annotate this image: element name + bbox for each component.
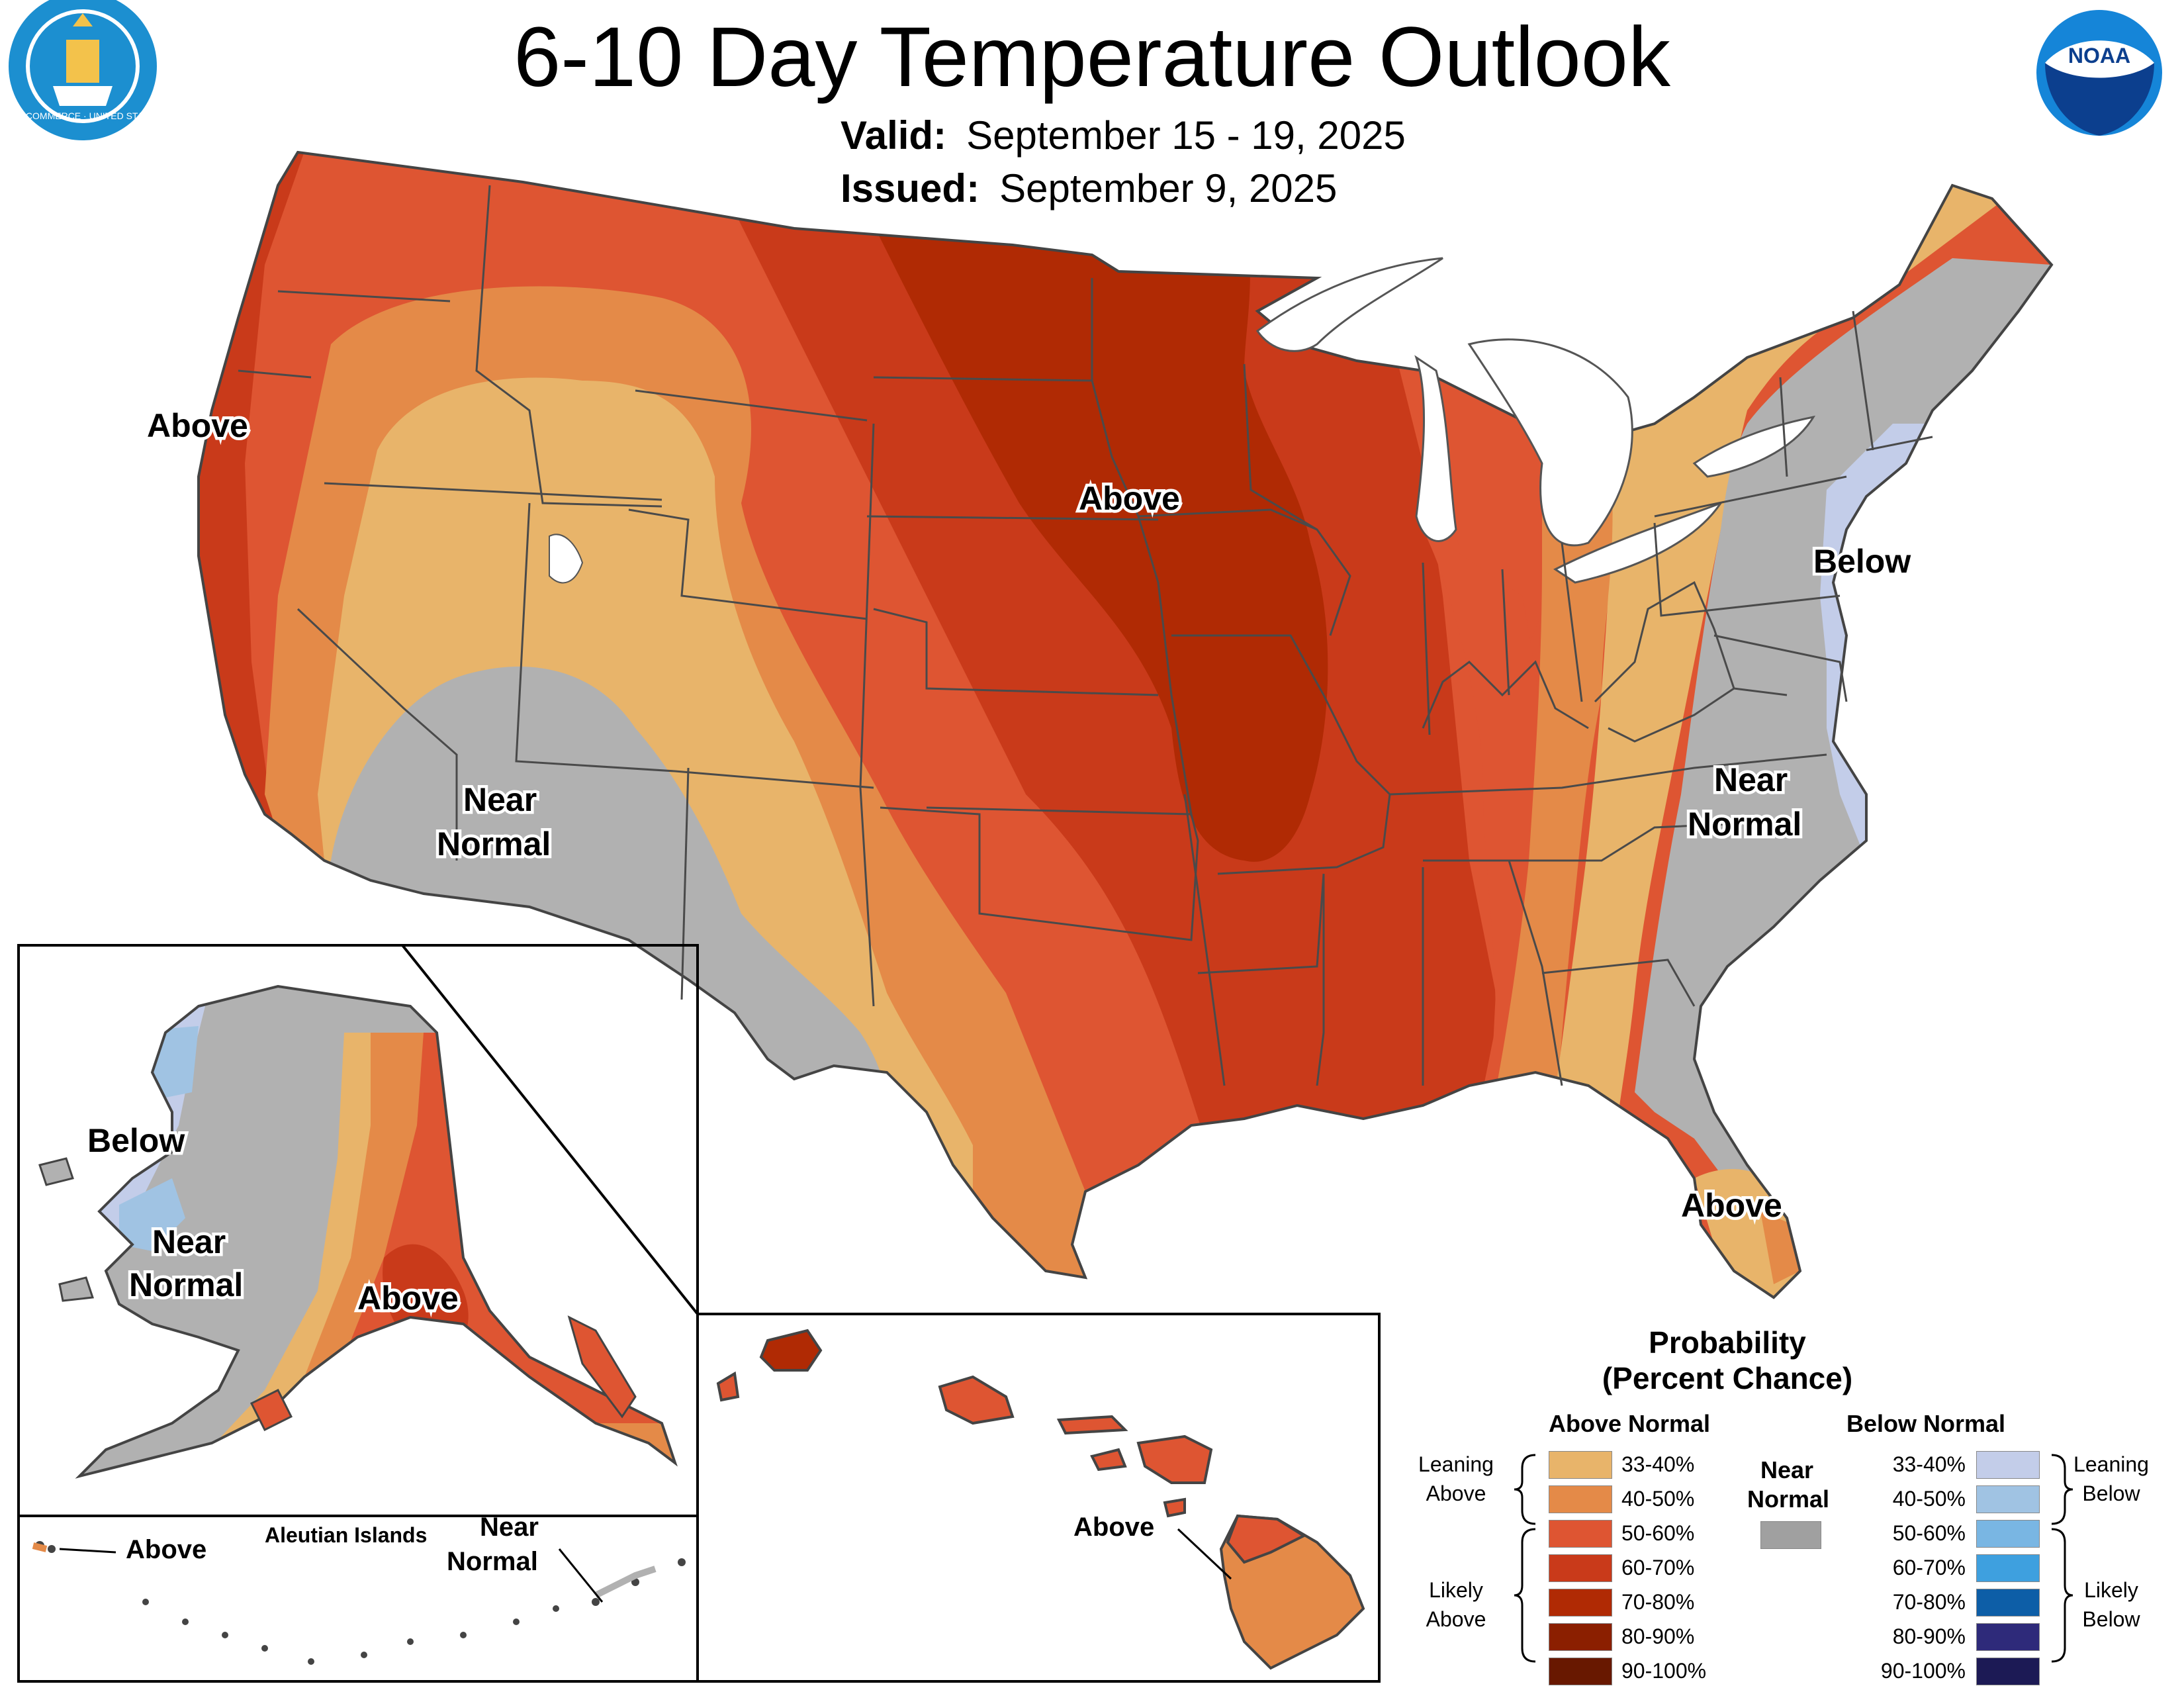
issued-label: Issued: <box>841 166 980 211</box>
legend-above-label-1: 40-50% <box>1621 1487 1695 1511</box>
legend-above-swatch-6 <box>1549 1658 1612 1685</box>
legend-above-label-6: 90-100% <box>1621 1659 1707 1683</box>
legend-leaning-above-2: Above <box>1426 1481 1486 1505</box>
legend-above-swatch-3 <box>1549 1554 1612 1582</box>
legend-below-label-6: 90-100% <box>1880 1659 1966 1683</box>
valid-label: Valid: <box>841 113 947 158</box>
legend-near-label-1: Near <box>1760 1456 1814 1483</box>
alaska-west-label: Below <box>87 1122 185 1159</box>
legend-above-swatch-0 <box>1549 1451 1612 1479</box>
conus-southwest-label-2: Normal <box>437 825 551 863</box>
probability-legend: Probability (Percent Chance) Above Norma… <box>1403 1317 2184 1688</box>
legend-below-header: Below Normal <box>1846 1410 2006 1437</box>
legend-near-label-2: Normal <box>1747 1485 1830 1513</box>
legend-above-label-0: 33-40% <box>1621 1452 1695 1476</box>
alaska-central-label-1: Near <box>152 1223 226 1260</box>
legend-leaning-below-1: Leaning <box>2073 1452 2149 1476</box>
legend-braces <box>1514 1454 2073 1663</box>
legend-likely-below-1: Likely <box>2084 1578 2138 1602</box>
legend-above-swatch-2 <box>1549 1520 1612 1548</box>
legend-below-label-3: 60-70% <box>1892 1556 1966 1579</box>
legend-likely-above-2: Above <box>1426 1607 1486 1631</box>
conus-northeast-label: Below <box>1813 543 1911 580</box>
svg-text:NOAA: NOAA <box>2068 44 2130 68</box>
aleutian-title-label: Aleutian Islands <box>265 1523 427 1547</box>
legend-above-swatch-5 <box>1549 1623 1612 1651</box>
conus-southeast-label-2: Normal <box>1688 806 1801 843</box>
issued-line: Issued: September 9, 2025 <box>841 165 1337 212</box>
legend-leaning-below-2: Below <box>2082 1481 2140 1505</box>
page-title: 6-10 Day Temperature Outlook <box>514 10 1670 105</box>
department-of-commerce-seal-icon: DEPARTMENT OF COMMERCE · UNITED STATES O… <box>0 0 221 140</box>
legend-below-label-1: 40-50% <box>1892 1487 1966 1511</box>
conus-southwest-label-1: Near <box>463 781 537 818</box>
legend-below-swatch-6 <box>1976 1658 2040 1685</box>
conus-central-label: Above <box>1079 480 1180 517</box>
legend-above-header: Above Normal <box>1549 1410 1711 1437</box>
conus-southeast-label-1: Near <box>1714 761 1788 798</box>
legend-below-swatch-5 <box>1976 1623 2040 1651</box>
legend-title-line-2: (Percent Chance) <box>1602 1361 1853 1395</box>
valid-line: Valid: September 15 - 19, 2025 <box>841 113 1406 159</box>
legend-below-swatch-2 <box>1976 1520 2040 1548</box>
conus-florida-label: Above <box>1681 1187 1782 1224</box>
legend-below-swatch-0 <box>1976 1451 2040 1479</box>
legend-below-label-4: 70-80% <box>1892 1590 1966 1614</box>
hawaii-inset: Above <box>696 1313 1381 1683</box>
noaa-logo-icon: NOAA <box>2036 10 2162 136</box>
aleutian-near-label-1: Near <box>480 1513 539 1542</box>
alaska-inset: Below Near Normal Above Above Aleutian I… <box>17 944 699 1688</box>
valid-value: September 15 - 19, 2025 <box>966 113 1406 158</box>
legend-below-swatch-4 <box>1976 1589 2040 1617</box>
legend-above-label-3: 60-70% <box>1621 1556 1695 1579</box>
legend-leaning-above-1: Leaning <box>1418 1452 1494 1476</box>
legend-likely-above-1: Likely <box>1429 1578 1483 1602</box>
legend-likely-below-2: Below <box>2082 1607 2140 1631</box>
alaska-south-label: Above <box>357 1280 459 1317</box>
legend-above-label-4: 70-80% <box>1621 1590 1695 1614</box>
legend-below-label-5: 80-90% <box>1892 1624 1966 1648</box>
legend-above-swatch-1 <box>1549 1485 1612 1513</box>
hawaii-above-label: Above <box>1073 1513 1154 1542</box>
aleutian-above-label: Above <box>126 1535 206 1564</box>
conus-west-label: Above <box>147 407 248 444</box>
alaska-central-label-2: Normal <box>129 1266 243 1303</box>
legend-below-label-0: 33-40% <box>1892 1452 1966 1476</box>
legend-title-line-1: Probability <box>1649 1325 1806 1360</box>
legend-above-label-2: 50-60% <box>1621 1521 1695 1545</box>
legend-below-label-2: 50-60% <box>1892 1521 1966 1545</box>
legend-above-swatch-4 <box>1549 1589 1612 1617</box>
aleutian-near-label-2: Normal <box>447 1547 538 1576</box>
legend-below-swatch-3 <box>1976 1554 2040 1582</box>
legend-near-swatch <box>1760 1521 1821 1549</box>
issued-value: September 9, 2025 <box>999 166 1338 211</box>
legend-below-swatch-1 <box>1976 1485 2040 1513</box>
svg-text:DEPARTMENT OF COMMERCE · UNITE: DEPARTMENT OF COMMERCE · UNITED STATES O… <box>0 111 221 121</box>
legend-above-label-5: 80-90% <box>1621 1624 1695 1648</box>
